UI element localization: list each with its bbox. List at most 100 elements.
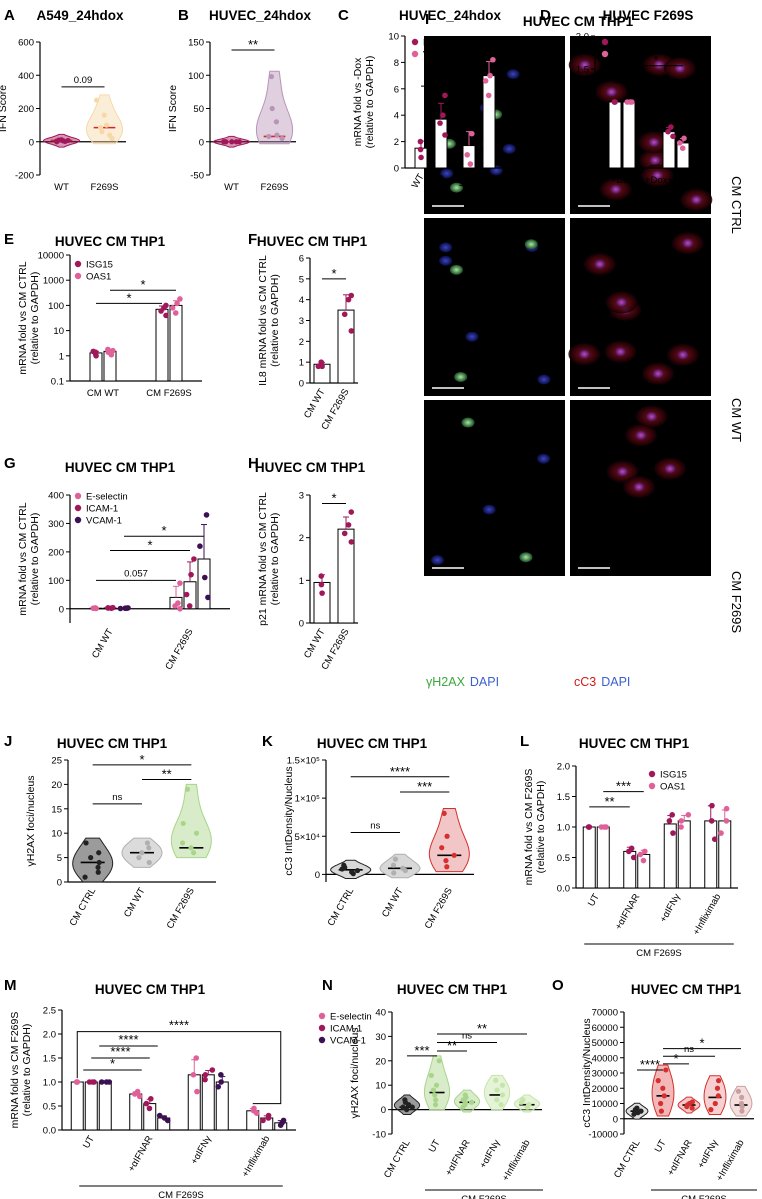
y-tick-label: 400 — [48, 491, 64, 502]
y-tick-label: 30000 — [592, 1069, 618, 1080]
panel-label-H: H — [248, 455, 259, 472]
data-point — [469, 130, 475, 137]
y-tick-label: 10 — [388, 32, 399, 43]
significance-label: **** — [390, 764, 410, 779]
legend-marker — [74, 516, 82, 524]
y-tick-label: 5 — [299, 274, 304, 285]
significance-label: ** — [162, 767, 172, 782]
data-point — [90, 605, 97, 612]
chart-J: J HUVEC CM THP1 0 5 10 15 20 25 γH2AX foci/nucle… — [4, 733, 216, 931]
nucleus — [430, 555, 444, 566]
significance-label: ns — [684, 1044, 694, 1055]
bar — [434, 118, 448, 169]
nucleus — [664, 463, 677, 474]
data-point — [663, 1067, 669, 1073]
y-tick-label: 0.0 — [576, 164, 589, 175]
y-axis-title: cC3 IntDensity/Nucleus — [283, 766, 295, 875]
data-point — [718, 830, 724, 836]
y-tick-label: 0.0 — [43, 1126, 56, 1137]
data-point — [638, 1108, 644, 1114]
nucleus — [648, 137, 661, 148]
panel-label-D: D — [540, 7, 551, 24]
chart-title: HUVEC CM THP1 — [397, 982, 508, 997]
y-tick-label: 0.0 — [557, 884, 570, 895]
y-tick-label: 0.1 — [51, 377, 64, 388]
data-point — [417, 138, 424, 145]
data-point — [260, 1117, 266, 1124]
y-tick-label: 200 — [18, 104, 34, 115]
data-point — [318, 573, 325, 579]
x-tick-label: UT — [427, 1138, 443, 1155]
x-tick-label: CM F269S — [423, 886, 455, 931]
y-tick-label: -10000 — [588, 1130, 618, 1141]
bar — [337, 309, 355, 384]
panel-label-M: M — [4, 977, 17, 994]
bar — [187, 1074, 201, 1131]
data-point — [341, 530, 348, 537]
data-point — [679, 145, 686, 151]
legend-label: E-selectin — [86, 492, 128, 503]
bar — [201, 1074, 215, 1131]
nucleus — [439, 255, 453, 266]
data-point — [161, 1115, 168, 1121]
x-tick-label: CM CTRL — [326, 886, 357, 928]
chart-F: F HUVEC CM THP1 0 1 2 3 4 5 6 IL8 mRNA fold vs CM… — [248, 231, 368, 432]
data-point — [433, 1082, 440, 1088]
data-point — [169, 305, 176, 311]
y-tick-label: 10000 — [592, 1099, 618, 1110]
significance-label: * — [476, 34, 481, 49]
legend-label: ICAM-1 — [330, 1024, 362, 1035]
data-point — [91, 1079, 97, 1085]
y-tick-label: 15 — [51, 804, 62, 815]
chart-title: HUVEC_24hdox — [209, 8, 312, 23]
legend-label: VCAM-1 — [423, 50, 459, 61]
row-label-cm-wt: CM WT — [729, 398, 744, 442]
legend-marker — [74, 504, 82, 512]
data-point — [348, 328, 355, 334]
data-point — [172, 310, 179, 316]
data-point — [676, 140, 683, 146]
data-point — [202, 1072, 209, 1078]
x-tick-label: +Infliximab — [240, 1134, 272, 1179]
y-tick-label: 150 — [188, 38, 204, 49]
y-tick-label: 10 — [375, 1081, 386, 1092]
data-point — [341, 311, 348, 318]
data-point — [218, 1072, 224, 1078]
x-tick-label: +Infliximab — [500, 1138, 532, 1183]
nucleus — [645, 411, 658, 422]
data-point — [443, 858, 449, 864]
chart-C: C HUVEC_24hdox 0 2 4 6 8 10 mRNA fold vs -Dox(re… — [338, 7, 505, 202]
y-tick-label: 2.0 — [43, 1030, 56, 1041]
chart-title: HUVEC CM THP1 — [57, 736, 168, 751]
data-point — [188, 845, 194, 851]
data-point — [689, 1099, 695, 1105]
y-axis-title-line: mRNA fold vs CM CTRL — [17, 261, 29, 374]
x-tick-label: +αIFNγ — [696, 1138, 721, 1171]
legend-marker — [74, 260, 82, 268]
data-point — [467, 161, 474, 167]
significance-bracket — [76, 1031, 282, 1105]
data-point — [658, 1100, 664, 1107]
y-axis-title-line: cC3 IntDensity/Nucleus — [581, 1018, 593, 1127]
legend-marker — [74, 272, 82, 280]
legend-marker — [648, 770, 656, 778]
data-point — [110, 604, 116, 611]
x-tick-label: CM WT — [122, 886, 148, 920]
micrograph-tile — [568, 36, 713, 214]
data-point — [349, 869, 355, 875]
significance-label: **** — [118, 1032, 138, 1047]
group-label: CM F269S — [461, 1194, 506, 1199]
violin — [379, 853, 421, 879]
data-point — [177, 296, 183, 302]
data-point — [520, 1097, 526, 1103]
data-point — [485, 92, 492, 99]
data-point — [402, 1097, 408, 1103]
nucleus — [609, 184, 622, 195]
legend-marker — [74, 492, 82, 500]
y-tick-label: 60000 — [592, 1023, 618, 1034]
data-point — [58, 137, 64, 143]
data-point — [319, 590, 325, 596]
group-label: CM F269S — [636, 948, 681, 959]
x-tick-label: CM F269S — [165, 886, 197, 931]
